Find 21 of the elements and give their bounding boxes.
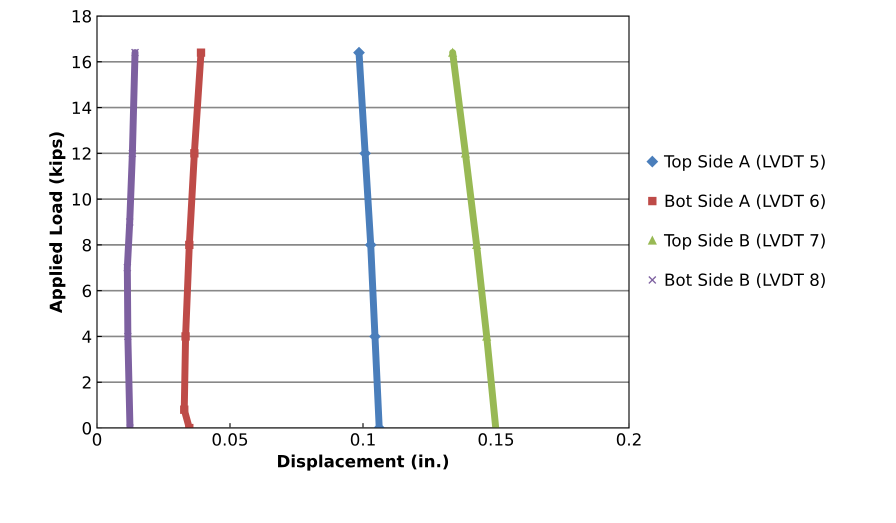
- legend-label: Top Side B (LVDT 7): [664, 234, 825, 250]
- y-tick-label: 14: [72, 102, 92, 114]
- y-tick-label: 0: [82, 422, 92, 435]
- y-tick-label: 18: [72, 10, 91, 23]
- x-axis-title: Displacement (in.): [278, 454, 448, 471]
- x-tick-label: 0.2: [616, 433, 641, 446]
- y-tick-label: 10: [72, 193, 92, 206]
- x-tick-label: 0.1: [350, 433, 375, 446]
- y-tick-label: 12: [72, 147, 90, 160]
- legend-label: Bot Side A (LVDT 6): [666, 194, 825, 210]
- y-axis-title: Applied Load (kips): [49, 132, 66, 313]
- y-tick-label: 6: [82, 284, 92, 298]
- y-tick-label: 16: [72, 56, 92, 68]
- legend-label: Top Side A (LVDT 5): [664, 154, 825, 171]
- y-tick-label: 2: [82, 376, 90, 389]
- x-tick-label: 0.05: [212, 433, 248, 446]
- x-tick-label: 0: [92, 433, 102, 446]
- y-tick-label: 8: [82, 238, 91, 252]
- y-tick-label: 4: [82, 330, 92, 343]
- legend-label: Bot Side B (LVDT 8): [666, 273, 825, 288]
- x-tick-label: 0.15: [478, 433, 514, 446]
